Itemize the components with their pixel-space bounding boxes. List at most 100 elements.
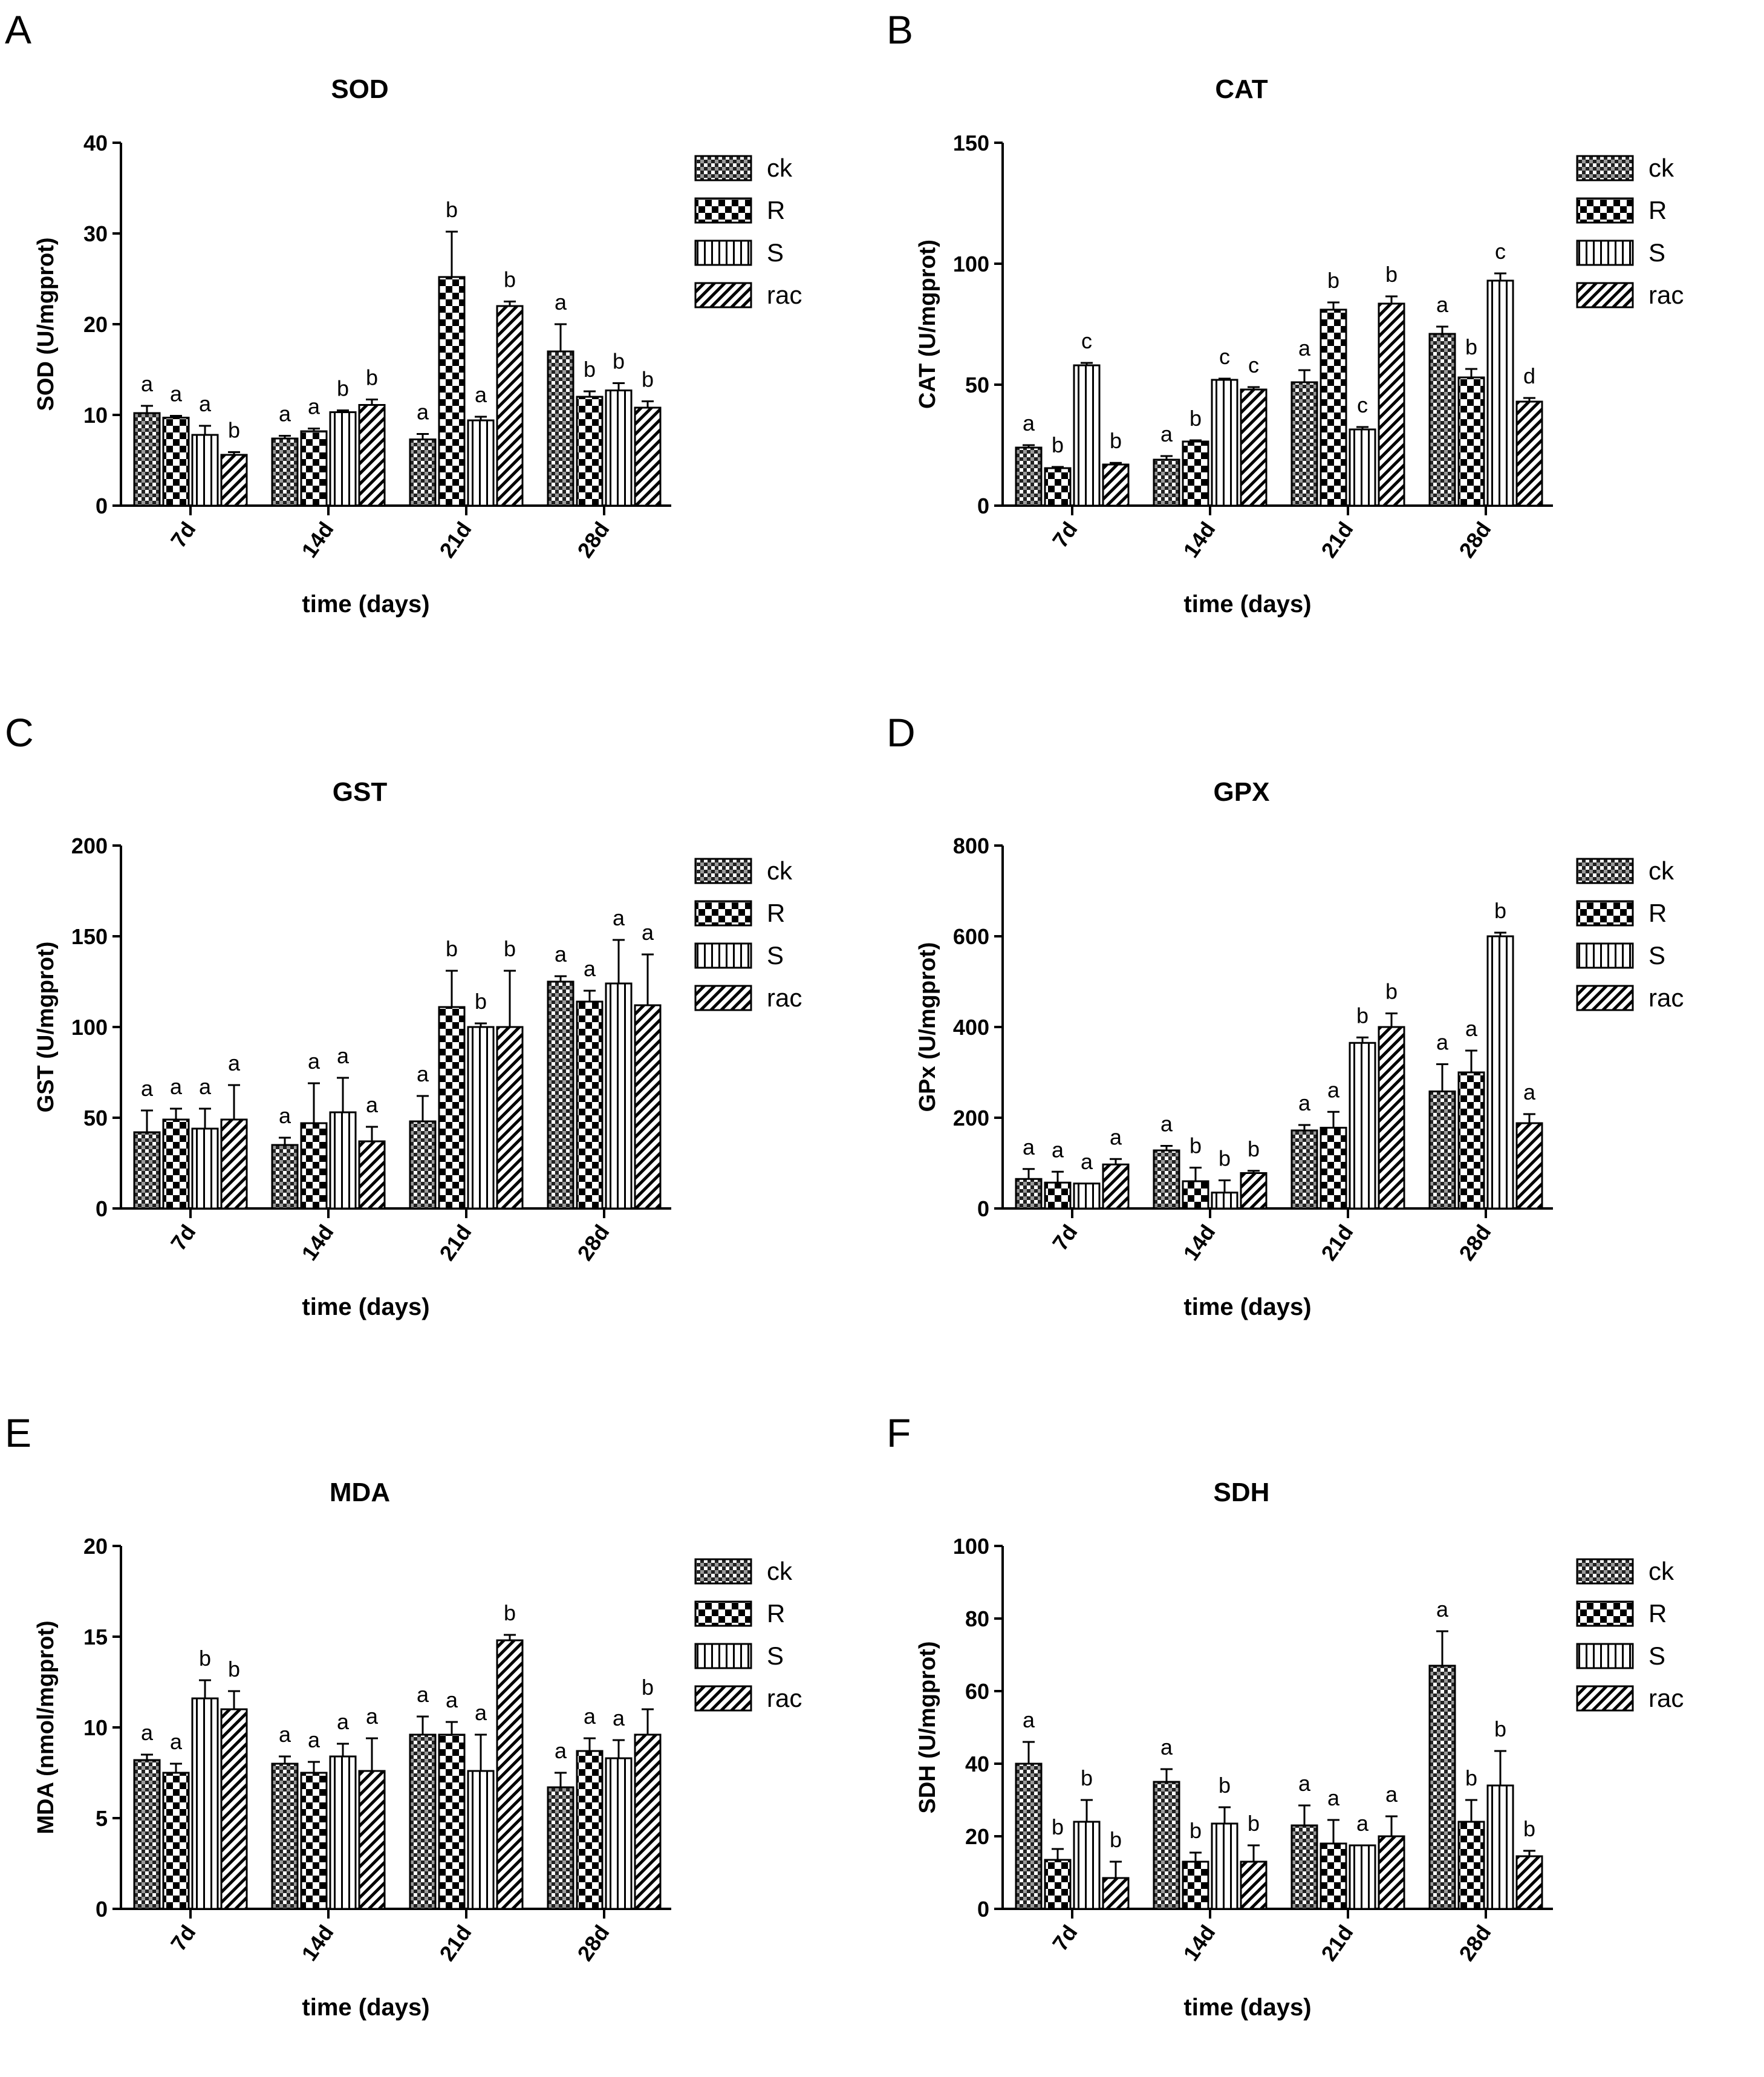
bar-ck-28d	[1428, 1091, 1456, 1210]
y-tick-label: 60	[965, 1679, 989, 1704]
chart-panel-e: E MDA 0 5 10 15 20 MDA (nmol/mgprot) 7d a a b b 14d a a…	[0, 1403, 882, 2077]
legend-swatch-ck	[694, 155, 752, 181]
significance-letter: a	[1052, 1137, 1064, 1162]
y-tick-label: 200	[71, 833, 108, 858]
bar-r-21d	[1320, 1842, 1347, 1910]
significance-letter: b	[1327, 268, 1339, 293]
bar-s-14d	[1211, 1192, 1238, 1210]
bar-ck-7d	[1015, 1762, 1043, 1910]
bar-r-28d	[1457, 1821, 1485, 1910]
significance-letter: a	[417, 400, 429, 425]
significance-letter: a	[279, 1103, 291, 1128]
y-tick-label: 0	[96, 1196, 108, 1221]
y-tick-label: 0	[96, 494, 108, 518]
x-tick-label: 14d	[1178, 1220, 1220, 1265]
significance-letter: a	[141, 1720, 154, 1745]
significance-letter: a	[1023, 1707, 1035, 1732]
legend-swatch-s	[1576, 942, 1634, 969]
y-tick-label: 600	[953, 924, 989, 949]
y-tick-label: 0	[977, 494, 989, 518]
bar-s-7d	[191, 1697, 219, 1910]
bar-r-14d	[300, 1122, 328, 1210]
y-axis-label: SDH (U/mgprot)	[915, 1642, 940, 1814]
significance-letter: b	[1494, 1717, 1506, 1741]
y-tick-label: 10	[83, 403, 108, 428]
y-tick-label: 100	[953, 252, 989, 276]
significance-letter: a	[1385, 1782, 1398, 1807]
significance-letter: c	[1495, 239, 1506, 264]
y-tick-label: 50	[83, 1106, 108, 1130]
significance-letter: a	[417, 1682, 429, 1707]
significance-letter: a	[308, 394, 321, 419]
legend-label-r: R	[767, 196, 785, 224]
y-tick-label: 0	[977, 1196, 989, 1221]
bar-ck-21d	[409, 1733, 437, 1910]
significance-letter: b	[446, 936, 458, 961]
bar-r-14d	[1182, 1180, 1209, 1210]
bar-rac-21d	[1378, 1026, 1405, 1210]
bar-ck-21d	[409, 1120, 437, 1210]
bar-rac-28d	[1515, 1122, 1543, 1210]
bar-ck-14d	[1153, 1781, 1180, 1910]
y-tick-label: 100	[953, 1534, 989, 1559]
bar-s-28d	[1486, 935, 1514, 1210]
chart-title: SDH	[1214, 1478, 1270, 1507]
significance-letter: c	[1219, 344, 1230, 369]
significance-letter: b	[504, 267, 516, 292]
significance-letter: a	[1298, 336, 1311, 360]
legend-swatch-r	[694, 197, 752, 224]
x-tick-label: 28d	[1454, 1920, 1495, 1965]
significance-letter: a	[1160, 422, 1173, 446]
bar-s-7d	[191, 1127, 219, 1210]
significance-letter: a	[1023, 1135, 1035, 1159]
bar-s-21d	[1349, 1844, 1376, 1910]
significance-letter: a	[1436, 1597, 1449, 1622]
significance-letter: a	[584, 956, 596, 981]
significance-letter: b	[228, 418, 240, 443]
significance-letter: a	[555, 1738, 567, 1763]
bar-rac-28d	[1515, 1855, 1543, 1910]
x-tick-label: 7d	[1047, 1220, 1082, 1255]
significance-letter: a	[1110, 1124, 1122, 1149]
bar-ck-28d	[1428, 1665, 1456, 1910]
significance-letter: b	[1190, 1818, 1202, 1843]
legend-label-s: S	[767, 941, 784, 970]
bar-s-7d	[1073, 364, 1101, 507]
bar-ck-21d	[1290, 1824, 1318, 1910]
y-axis-label: CAT (U/mgprot)	[915, 240, 940, 409]
significance-letter: a	[1327, 1785, 1340, 1810]
bar-r-7d	[162, 1118, 190, 1210]
legend-label-r: R	[1648, 899, 1667, 927]
bar-s-7d	[1073, 1821, 1101, 1910]
bar-r-21d	[438, 1006, 466, 1210]
bar-r-28d	[576, 396, 604, 507]
significance-letter: d	[1523, 364, 1535, 388]
bar-rac-21d	[496, 1026, 524, 1210]
bar-r-28d	[576, 1000, 604, 1210]
bar-s-14d	[329, 411, 357, 507]
significance-letter: a	[170, 1074, 183, 1099]
x-tick-label: 28d	[572, 1920, 614, 1965]
significance-letter: b	[1465, 1766, 1477, 1790]
legend-swatch-rac	[1576, 282, 1634, 308]
bar-s-21d	[467, 1770, 495, 1910]
x-tick-label: 14d	[296, 1220, 338, 1265]
bar-r-21d	[1320, 308, 1347, 507]
panel-letter: F	[887, 1410, 911, 1455]
significance-letter: a	[642, 920, 654, 945]
bar-rac-7d	[1102, 1877, 1130, 1910]
significance-letter: a	[308, 1049, 321, 1074]
x-tick-label: 14d	[296, 1920, 338, 1965]
legend-swatch-rac	[694, 985, 752, 1011]
significance-letter: b	[1465, 334, 1477, 359]
bar-s-14d	[1211, 1822, 1238, 1910]
bar-s-28d	[605, 1757, 633, 1910]
significance-letter: a	[337, 1709, 350, 1734]
legend-swatch-r	[1576, 1600, 1634, 1627]
chart-panel-b: B CAT 0 50 100 150 CAT (U/mgprot) 7d a b c b 14d a b c c…	[882, 0, 1763, 674]
x-tick-label: 14d	[296, 517, 338, 562]
significance-letter: b	[1110, 428, 1122, 453]
y-tick-label: 200	[953, 1106, 989, 1130]
